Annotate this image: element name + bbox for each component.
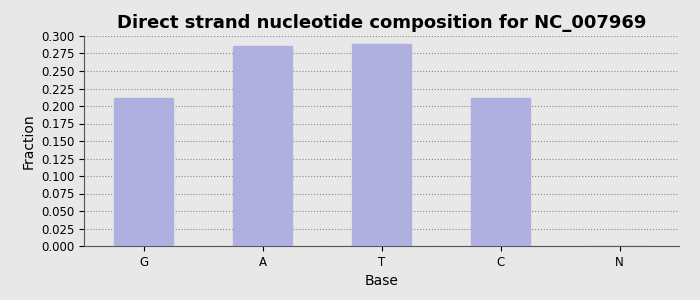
Y-axis label: Fraction: Fraction (21, 113, 35, 169)
Bar (470, 98, 531, 246)
Bar (113, 98, 174, 246)
Bar (232, 46, 293, 246)
X-axis label: Base: Base (365, 274, 398, 288)
Bar (351, 44, 412, 246)
Title: Direct strand nucleotide composition for NC_007969: Direct strand nucleotide composition for… (117, 14, 646, 32)
